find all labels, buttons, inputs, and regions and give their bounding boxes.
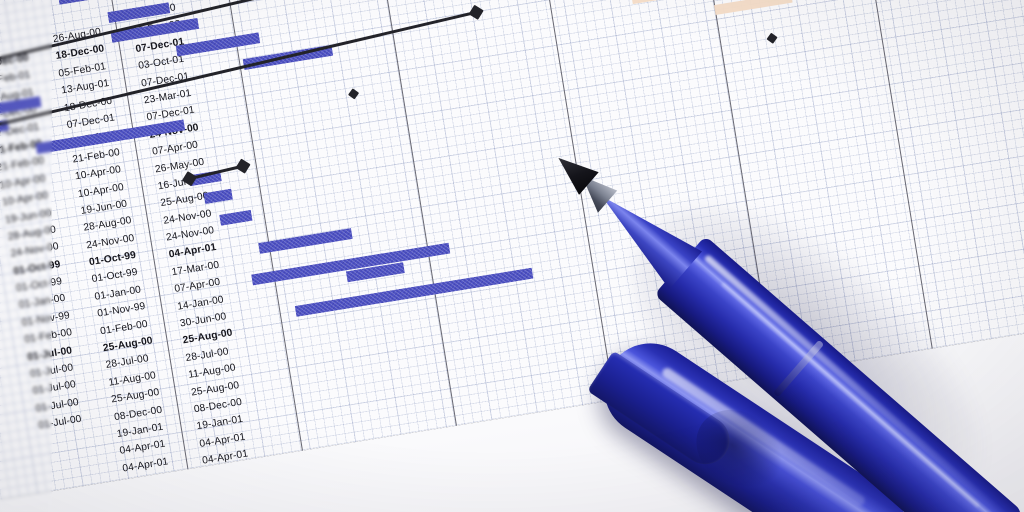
focus-falloff-left xyxy=(0,0,52,512)
